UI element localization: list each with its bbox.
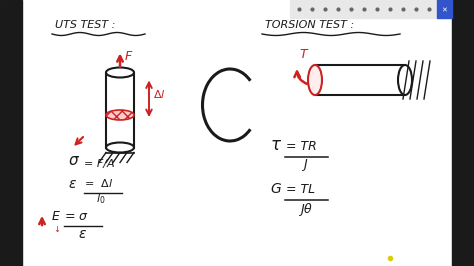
Text: $\varepsilon$: $\varepsilon$: [68, 177, 77, 191]
Text: UTS TEST :: UTS TEST :: [55, 20, 115, 30]
Text: J$\theta$: J$\theta$: [298, 201, 313, 218]
Bar: [452, 0, 474, 266]
Ellipse shape: [106, 110, 134, 120]
Text: $\sigma$: $\sigma$: [68, 153, 80, 168]
Ellipse shape: [308, 65, 322, 95]
Text: = $\sigma$: = $\sigma$: [64, 210, 89, 223]
Text: J: J: [303, 158, 307, 171]
Text: = TR: = TR: [286, 140, 317, 153]
Text: = F/A: = F/A: [84, 159, 115, 169]
Ellipse shape: [106, 143, 134, 152]
Bar: [315, 65, 405, 95]
Ellipse shape: [398, 65, 412, 95]
Ellipse shape: [106, 68, 134, 77]
Text: F: F: [125, 51, 132, 64]
Bar: [437, 0, 452, 18]
Text: E: E: [52, 210, 60, 223]
Text: ✕: ✕: [441, 8, 447, 14]
Text: =  $\Delta$l: = $\Delta$l: [84, 177, 113, 189]
Text: = TL: = TL: [286, 183, 315, 196]
Text: $\Delta$l: $\Delta$l: [153, 88, 165, 100]
Bar: [290, 0, 452, 18]
Text: $\varepsilon$: $\varepsilon$: [78, 227, 87, 241]
Text: TORSION TEST :: TORSION TEST :: [265, 20, 354, 30]
Text: $\downarrow$: $\downarrow$: [52, 224, 61, 234]
Text: $l_0$: $l_0$: [96, 192, 106, 206]
Text: G: G: [270, 182, 281, 196]
Text: $\tau$: $\tau$: [270, 136, 282, 154]
Bar: [106, 73, 134, 148]
Bar: [0, 0, 22, 266]
Text: T: T: [299, 48, 307, 61]
